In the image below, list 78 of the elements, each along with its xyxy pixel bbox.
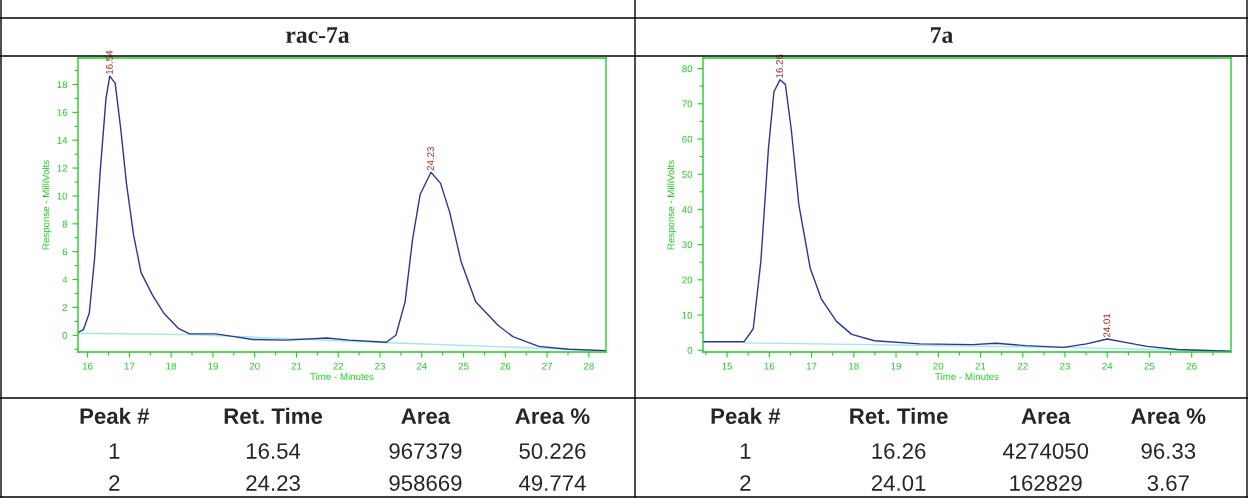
y-tick-label: 12 <box>57 164 68 172</box>
y-tick-label: 0 <box>62 332 68 339</box>
text: 162829 <box>1010 475 1082 491</box>
y-tick-label: 16 <box>57 109 68 116</box>
annotation: 16.54 <box>105 50 113 74</box>
x-tick-label: 16 <box>82 362 93 370</box>
text: 50.226 <box>519 443 586 459</box>
text: 1 <box>109 443 120 459</box>
x-axis-title: Time - Minutes <box>310 372 374 381</box>
y-tick-label: 60 <box>682 135 693 143</box>
y-tick-label: 50 <box>682 170 693 178</box>
y-tick-label: 0 <box>687 346 693 354</box>
text: Area <box>401 408 451 424</box>
y-tick-label: 10 <box>57 192 68 200</box>
x-tick-label: 26 <box>500 362 511 370</box>
x-tick-label: 27 <box>542 362 553 370</box>
text: 49.774 <box>518 475 586 491</box>
text: 2 <box>740 475 751 491</box>
text: 2 <box>109 475 120 491</box>
x-tick-label: 25 <box>458 362 469 370</box>
x-tick-label: 28 <box>583 362 594 370</box>
y-tick-label: 80 <box>682 65 693 73</box>
text: 4274050 <box>1002 443 1089 459</box>
x-tick-label: 24 <box>1102 362 1113 370</box>
y-tick-label: 18 <box>57 81 68 89</box>
x-tick-label: 25 <box>1144 362 1155 370</box>
x-tick-label: 18 <box>849 362 859 370</box>
chart-title: rac-7a <box>286 27 350 43</box>
x-tick-label: 24 <box>416 362 427 370</box>
x-tick-label: 19 <box>891 362 901 370</box>
text: 24.23 <box>246 475 300 491</box>
chart-title: 7a <box>931 27 953 43</box>
y-tick-label: 30 <box>682 241 693 249</box>
text: 967379 <box>389 443 462 459</box>
y-tick-label: 14 <box>57 137 68 144</box>
x-tick-label: 22 <box>1017 362 1028 370</box>
x-tick-label: 20 <box>933 362 944 370</box>
x-tick-label: 21 <box>291 362 302 370</box>
y-tick-label: 4 <box>62 276 68 284</box>
text: 96.33 <box>1141 443 1196 459</box>
x-tick-label: 22 <box>333 362 344 370</box>
x-tick-label: 20 <box>249 362 260 370</box>
text: 1 <box>740 443 751 459</box>
text: Area % <box>1131 408 1206 424</box>
x-tick-label: 23 <box>1060 362 1070 370</box>
y-tick-label: 8 <box>62 220 68 228</box>
text: Ret. Time <box>850 407 948 424</box>
y-axis-title: Response - MilliVolts <box>667 160 677 250</box>
x-tick-label: 19 <box>208 362 218 370</box>
annotation: 24.23 <box>427 146 434 171</box>
x-tick-label: 23 <box>375 362 385 370</box>
text: 958669 <box>389 475 462 491</box>
x-tick-label: 26 <box>1186 362 1197 370</box>
text: Area % <box>515 408 590 424</box>
x-tick-label: 17 <box>124 362 135 370</box>
text: Ret. Time <box>224 407 323 424</box>
annotation: 16.26 <box>776 54 783 78</box>
text: 24.01 <box>871 475 926 491</box>
annotation: 24.01 <box>1103 313 1111 338</box>
y-tick-label: 40 <box>681 206 693 214</box>
text: 16.54 <box>246 443 301 459</box>
x-tick-label: 21 <box>975 362 986 370</box>
y-tick-label: 20 <box>682 276 693 284</box>
y-tick-label: 6 <box>62 248 68 256</box>
y-tick-label: 10 <box>682 311 693 319</box>
x-tick-label: 15 <box>722 362 733 370</box>
x-tick-label: 18 <box>166 362 177 370</box>
y-tick-label: 70 <box>682 100 693 108</box>
x-axis-title: Time - Minutes <box>935 372 999 381</box>
y-tick-label: 2 <box>62 304 68 311</box>
text: Peak # <box>80 407 150 424</box>
text: 3.67 <box>1147 475 1189 491</box>
y-axis-title: Response - MilliVolts <box>42 160 52 250</box>
x-tick-label: 17 <box>806 362 817 370</box>
text: Peak # <box>711 407 781 424</box>
x-tick-label: 16 <box>764 362 775 370</box>
text: Area <box>1021 408 1071 424</box>
text: 16.26 <box>872 443 926 459</box>
